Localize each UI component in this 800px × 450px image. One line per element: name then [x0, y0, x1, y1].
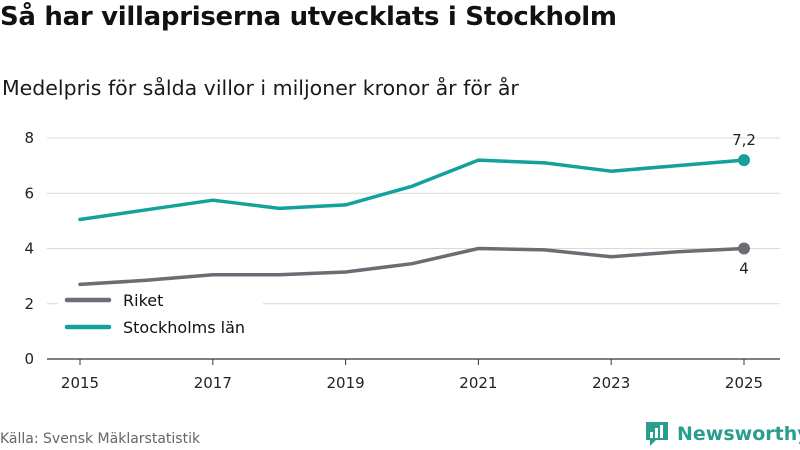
- end-value-labels: 47,2: [732, 131, 756, 277]
- y-axis-tick-labels: 0 2 4 6 8: [24, 129, 34, 368]
- newsworthy-logo-icon: [646, 422, 668, 446]
- series-line-riket: [78, 246, 746, 287]
- x-tick-label: 2025: [725, 374, 763, 392]
- x-tick-label: 2015: [61, 374, 99, 392]
- x-tick-label: 2017: [194, 374, 232, 392]
- series-lines: [78, 154, 750, 287]
- brand-name: Newsworthy: [677, 423, 800, 445]
- chart-subtitle: Medelpris för sålda villor i miljoner kr…: [2, 76, 519, 100]
- end-value-label-stockholms-l-n: 7,2: [732, 131, 756, 149]
- y-tick-label: 6: [24, 184, 34, 202]
- y-tick-label: 4: [24, 240, 34, 258]
- x-tick-label: 2023: [592, 374, 630, 392]
- series-end-point-stockholms-l-n: [738, 154, 750, 167]
- x-tick-label: 2021: [459, 374, 497, 392]
- y-tick-label: 2: [24, 295, 34, 313]
- x-axis: 2015 2017 2019 2021 2023 2025: [61, 359, 763, 392]
- end-value-label-riket: 4: [739, 260, 749, 278]
- legend-label-riket: Riket: [123, 291, 163, 310]
- legend-label-stockholms-l-n: Stockholms län: [123, 318, 245, 337]
- brand-logo: Newsworthy: [644, 420, 800, 448]
- series-end-point-riket: [738, 242, 750, 255]
- series-line-stockholms-l-n: [78, 158, 746, 222]
- legend-background: [58, 288, 263, 346]
- source-note: Källa: Svensk Mäklarstatistik: [0, 431, 201, 447]
- grid-lines: [47, 137, 780, 360]
- legend: Riket Stockholms län: [58, 288, 263, 346]
- y-tick-label: 0: [24, 350, 34, 368]
- y-tick-label: 8: [24, 129, 34, 147]
- x-tick-label: 2019: [327, 374, 365, 392]
- chart-title: Så har villapriserna utvecklats i Stockh…: [0, 2, 617, 32]
